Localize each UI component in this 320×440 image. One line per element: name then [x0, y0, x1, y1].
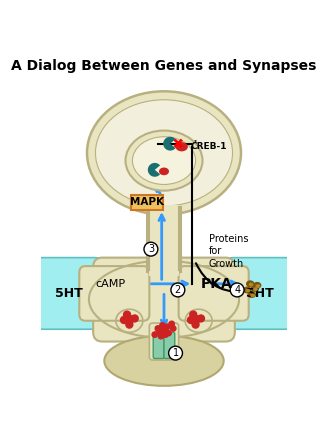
Ellipse shape — [251, 285, 259, 292]
Polygon shape — [148, 205, 180, 276]
Ellipse shape — [243, 286, 252, 293]
FancyBboxPatch shape — [79, 266, 149, 321]
Wedge shape — [163, 137, 175, 150]
Circle shape — [163, 332, 168, 337]
Text: PKA: PKA — [201, 277, 233, 291]
FancyBboxPatch shape — [131, 195, 163, 210]
Circle shape — [126, 321, 133, 328]
Circle shape — [166, 330, 171, 336]
Ellipse shape — [253, 282, 261, 289]
Ellipse shape — [249, 282, 253, 286]
Circle shape — [192, 321, 199, 328]
Circle shape — [188, 316, 195, 323]
Polygon shape — [147, 207, 181, 272]
Circle shape — [158, 334, 164, 339]
FancyBboxPatch shape — [149, 323, 179, 360]
Circle shape — [144, 242, 158, 256]
Ellipse shape — [95, 260, 233, 322]
Ellipse shape — [246, 289, 250, 293]
Circle shape — [197, 315, 204, 322]
Ellipse shape — [132, 137, 196, 184]
FancyBboxPatch shape — [222, 257, 296, 329]
Text: 5HT: 5HT — [55, 286, 82, 300]
Ellipse shape — [104, 336, 224, 386]
Ellipse shape — [256, 284, 260, 288]
Text: Proteins
for
Growth: Proteins for Growth — [209, 234, 248, 269]
Circle shape — [164, 324, 170, 330]
Ellipse shape — [176, 142, 188, 151]
FancyBboxPatch shape — [164, 332, 175, 359]
Circle shape — [190, 311, 197, 318]
Wedge shape — [148, 163, 160, 177]
Circle shape — [169, 346, 182, 360]
Text: A Dialog Between Genes and Synapses: A Dialog Between Genes and Synapses — [11, 59, 317, 73]
FancyBboxPatch shape — [93, 257, 235, 341]
Text: 4: 4 — [234, 285, 240, 295]
Text: 3: 3 — [148, 244, 154, 254]
Circle shape — [161, 327, 167, 333]
Circle shape — [230, 283, 244, 297]
Circle shape — [124, 311, 131, 318]
Circle shape — [171, 326, 176, 331]
Circle shape — [169, 321, 174, 326]
Text: CREB-1: CREB-1 — [190, 142, 227, 151]
Ellipse shape — [248, 291, 256, 298]
Circle shape — [121, 316, 127, 323]
Circle shape — [157, 329, 162, 334]
Circle shape — [160, 323, 165, 328]
Ellipse shape — [253, 287, 258, 291]
Ellipse shape — [95, 100, 233, 206]
Ellipse shape — [87, 91, 241, 215]
Circle shape — [131, 315, 138, 322]
Circle shape — [127, 316, 134, 323]
FancyBboxPatch shape — [32, 257, 106, 329]
Ellipse shape — [159, 168, 169, 175]
Circle shape — [152, 332, 157, 337]
Circle shape — [155, 326, 161, 331]
Ellipse shape — [250, 293, 255, 297]
Ellipse shape — [246, 280, 254, 287]
Text: MAPK: MAPK — [130, 197, 164, 207]
Text: 2: 2 — [175, 285, 181, 295]
FancyBboxPatch shape — [179, 266, 249, 321]
Text: 5HT: 5HT — [246, 286, 273, 300]
Text: cAMP: cAMP — [95, 279, 125, 289]
FancyBboxPatch shape — [153, 332, 164, 359]
Circle shape — [171, 283, 185, 297]
Circle shape — [194, 316, 201, 323]
Text: 1: 1 — [172, 348, 179, 358]
Ellipse shape — [125, 131, 203, 191]
